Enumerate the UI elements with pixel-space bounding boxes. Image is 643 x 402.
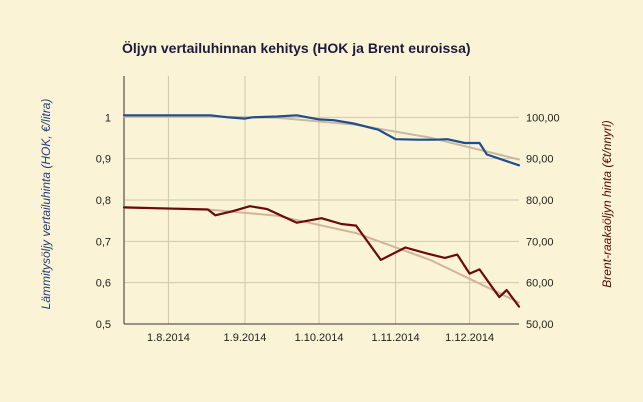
x-axis-ticks: 1.8.2014 1.9.2014 1.10.2014 1.11.2014 1.12.2…	[147, 332, 494, 344]
right-tick-label: 50,00	[526, 319, 554, 331]
right-axis-title: Brent-raakaöljyn hinta (€t/nnyrl)	[600, 120, 614, 287]
trendline-left	[123, 115, 520, 161]
left-tick-label: 0,8	[96, 195, 111, 207]
x-tick-label: 1.12.2014	[445, 332, 494, 344]
right-tick-label: 100,00	[526, 112, 560, 124]
x-tick-label: 1.11.2014	[372, 332, 420, 344]
x-tick-label: 1.9.2014	[224, 332, 267, 344]
right-tick-label: 60,00	[526, 278, 554, 290]
series-line-left	[122, 114, 521, 167]
chart-title: Öljyn vertailuhinnan kehitys (HOK ja Bre…	[122, 40, 471, 56]
series-layer	[122, 114, 521, 308]
left-axis-ticks: 0,5 0,6 0,7 0,8 0,9 1	[96, 112, 111, 331]
right-tick-label: 90,00	[526, 154, 554, 166]
left-tick-label: 0,7	[96, 236, 111, 248]
left-tick-label: 0,6	[96, 278, 111, 290]
right-axis-ticks: 50,00 60,00 70,00 80,00 90,00 100,00	[526, 112, 560, 331]
x-tick-label: 1.10.2014	[295, 332, 344, 344]
right-tick-label: 70,00	[526, 236, 554, 248]
series-line-right	[122, 205, 521, 308]
left-tick-label: 0,5	[96, 319, 111, 331]
left-tick-label: 0,9	[96, 154, 111, 166]
x-tick-label: 1.8.2014	[147, 332, 190, 344]
left-axis-title: Lämmitysöljy vertailuhinta (HOK, €/litra…	[39, 99, 53, 310]
left-tick-label: 1	[105, 112, 111, 124]
right-tick-label: 80,00	[526, 195, 554, 207]
